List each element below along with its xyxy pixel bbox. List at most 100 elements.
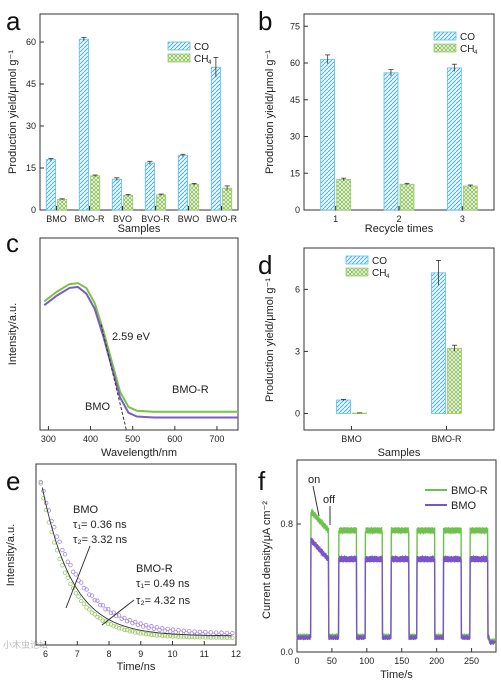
off-annotation: off [323,494,336,506]
legend-label-co: CO [194,42,209,53]
y-tick-label: 75 [290,21,300,31]
x-tick-label: 600 [167,434,182,444]
bar-co [111,178,122,211]
bar-ch4 [90,175,101,211]
panel-letter: d [258,250,272,280]
scatter-point-bmo-r [154,625,159,630]
scatter-point-bmo [186,634,192,640]
legend-label-ch4: CH [372,268,386,279]
legend-label-ch4: CH [460,44,474,55]
scatter-point-bmo-r [79,580,84,585]
scatter-point-bmo-r [203,629,208,635]
x-tick-label: 200 [429,656,444,666]
scatter-point-bmo-r [213,630,219,635]
x-axis-label: Time/s [380,669,413,681]
scatter-point-bmo-r [106,606,111,612]
x-tick-label: 8 [107,649,112,659]
y-tick-label: 0.0 [280,647,293,657]
scatter-point-bmo-r [138,621,143,626]
scatter-point-bmo [157,632,162,638]
scatter-point-bmo-r [65,559,70,564]
bar-ch4 [462,185,478,211]
y-tick-label: 30 [290,132,300,142]
scatter-point-bmo [127,629,133,634]
scatter-point-bmo [60,563,65,568]
fit-curve [41,487,232,637]
bmor-tau1: τ₁= 0.49 ns [136,578,190,590]
x-tick-label: 12 [231,649,241,659]
scatter-point-bmo [141,631,146,636]
bandgap-annotation: 2.59 eV [112,331,151,343]
panel-letter: a [6,6,21,36]
y-tick-label: 3 [295,346,300,356]
bar-ch4 [123,195,134,211]
scatter-point-bmo-r [84,587,89,592]
x-tick-label: 3 [460,214,465,224]
bmor-annotation-title: BMO-R [136,563,173,575]
scatter-point-bmo-r [108,610,114,616]
scatter-point-bmo-r [219,630,224,635]
x-axis-label: Wavelength/nm [101,447,177,459]
bar-co [431,272,446,414]
x-axis-label: Time/ns [117,661,156,673]
scatter-point-bmo [79,598,84,604]
x-tick-label: 500 [125,434,140,444]
x-tick-label: 400 [83,434,98,444]
bar-ch4 [336,178,352,211]
x-tick-label: BMO-R [75,214,105,224]
bar-ch4 [399,183,415,211]
bar-ch4 [156,194,167,211]
scatter-point-bmo [97,616,103,621]
y-tick-label: 0.8 [280,519,293,529]
panel-letter: b [258,6,272,36]
y-tick-label: 0 [295,205,300,215]
y-axis-label: Intensity/a.u. [5,524,17,586]
scatter-point-bmo [181,634,186,640]
bar-ch4 [57,198,68,211]
scatter-point-bmo [135,630,141,635]
legend-swatch-co [433,31,457,41]
bar-co [45,159,56,211]
scatter-point-bmo [57,556,62,562]
bmo-tau1: τ₁= 0.36 ns [73,519,127,531]
tangent-line [100,324,127,431]
bar-co [336,399,351,414]
panel-a: a 0 15 30 45 60 BMO BMO-R BVO BVO-R BWO BWO-R Sample… [6,6,239,235]
y-axis-label: Production yield/μmol g⁻¹ [7,50,19,174]
x-tick-label: BMO [46,214,67,224]
scatter-point-bmo [62,570,68,575]
x-tick-label: 250 [464,656,479,666]
legend-swatch-ch4 [345,267,369,277]
plot-frame [303,247,495,431]
scatter-point-bmo-r [170,627,176,632]
scatter-point-bmo-r [186,628,192,634]
x-tick-label: BWO-R [206,214,237,224]
bar-ch4 [447,347,462,414]
x-tick-label: 1 [333,214,338,224]
y-tick-label: 45 [290,95,300,105]
current-trace-bmo [296,537,496,646]
y-tick-label: 0 [295,408,300,418]
on-annotation: on [308,474,320,486]
scatter-point-bmo-r [230,630,235,636]
legend-swatch-co [345,255,369,265]
scatter-point-bmo-r [205,632,211,637]
arrow-bmo [65,545,91,609]
y-tick-label: 45 [26,79,36,89]
scatter-point-bmo-r [127,617,133,623]
scatter-point-bmo [65,575,70,580]
scatter-point-bmo [41,496,46,501]
y-tick-label: 60 [290,58,300,68]
legend-label-bmo: BMO [451,500,477,512]
bar-co [78,38,89,211]
scatter-point-bmo [151,632,157,637]
scatter-point-bmo-r [159,625,165,631]
x-tick-label: 11 [200,649,209,659]
scatter-point-bmo [149,632,154,638]
bmo-label: BMO [85,401,111,413]
scatter-point-bmo [73,591,79,596]
scatter-point-bmo [100,618,106,623]
y-tick-label: 15 [26,163,36,173]
bar-co [383,72,399,211]
scatter-point-bmo-r [130,620,135,626]
